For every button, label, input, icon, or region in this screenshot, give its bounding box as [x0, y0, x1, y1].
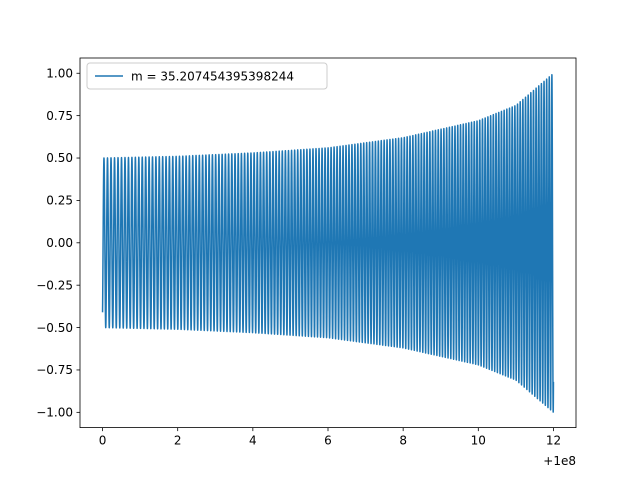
- x-tick-label: 4: [249, 434, 257, 448]
- x-tick-label: 0: [99, 434, 107, 448]
- y-tick-label: −0.50: [36, 321, 73, 335]
- legend-label: m = 35.207454395398244: [131, 70, 294, 84]
- y-tick-label: 1.00: [46, 66, 73, 80]
- y-tick-label: −1.00: [36, 406, 73, 420]
- x-tick-label: 6: [324, 434, 332, 448]
- x-offset-text: +1e8: [543, 454, 576, 468]
- y-tick-label: 0.00: [46, 236, 73, 250]
- y-tick-label: 0.25: [46, 194, 73, 208]
- legend-box: [86, 62, 328, 90]
- y-axis: 1.00 0.75 0.50 0.25 0.00 −0.25 −0.50 −0.75 −1.00: [36, 66, 80, 420]
- x-tick-label: 12: [546, 434, 561, 448]
- x-tick-label: 8: [399, 434, 407, 448]
- x-tick-label: 2: [174, 434, 182, 448]
- y-tick-label: −0.25: [36, 278, 73, 292]
- legend: m = 35.207454395398244: [86, 62, 328, 90]
- series-line: [101, 74, 555, 413]
- y-tick-label: −0.75: [36, 363, 73, 377]
- y-tick-label: 0.75: [46, 109, 73, 123]
- x-axis: 0 2 4 6 8 10 12: [99, 427, 561, 448]
- y-tick-label: 0.50: [46, 151, 73, 165]
- plot-area: [101, 74, 555, 413]
- x-tick-label: 10: [471, 434, 486, 448]
